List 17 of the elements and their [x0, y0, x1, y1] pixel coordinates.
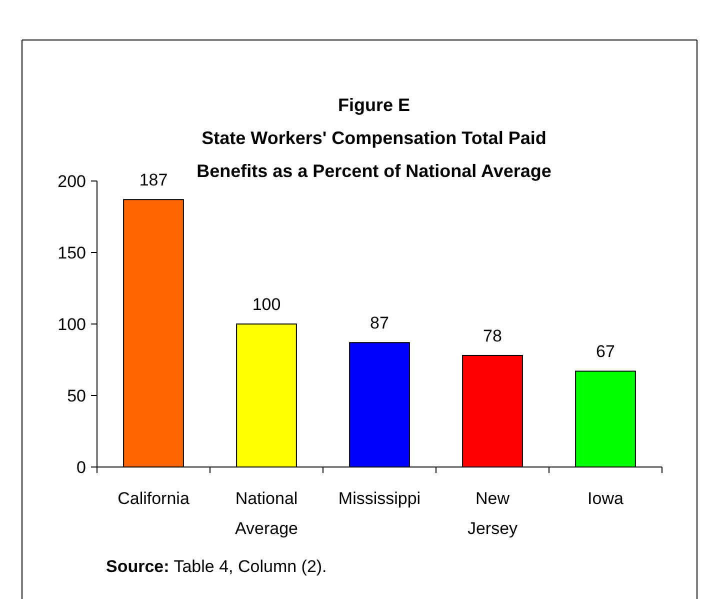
- data-label: 187: [139, 170, 168, 190]
- data-label: 100: [252, 295, 281, 314]
- y-tick-label: 50: [67, 386, 86, 406]
- y-tick-label: 150: [58, 243, 86, 262]
- data-label: 67: [596, 342, 615, 362]
- x-tick-label: Iowa: [588, 489, 624, 508]
- x-tick-label: National Average: [234, 489, 298, 538]
- x-tick-label: California: [118, 489, 190, 508]
- data-label: 78: [483, 326, 502, 346]
- data-label: 87: [370, 314, 389, 333]
- y-tick-label: 100: [58, 314, 86, 334]
- x-tick-label: New Jersey: [467, 489, 518, 538]
- y-tick-label: 200: [58, 172, 86, 191]
- source-note: Source: Table 4, Column (2).: [106, 557, 327, 576]
- chart-title: Figure E State Workers' Compensation Total Paid Benefits as a Percent of National Average: [196, 95, 552, 181]
- y-tick-label: 0: [76, 458, 86, 477]
- x-tick-label: Mississippi: [338, 489, 421, 508]
